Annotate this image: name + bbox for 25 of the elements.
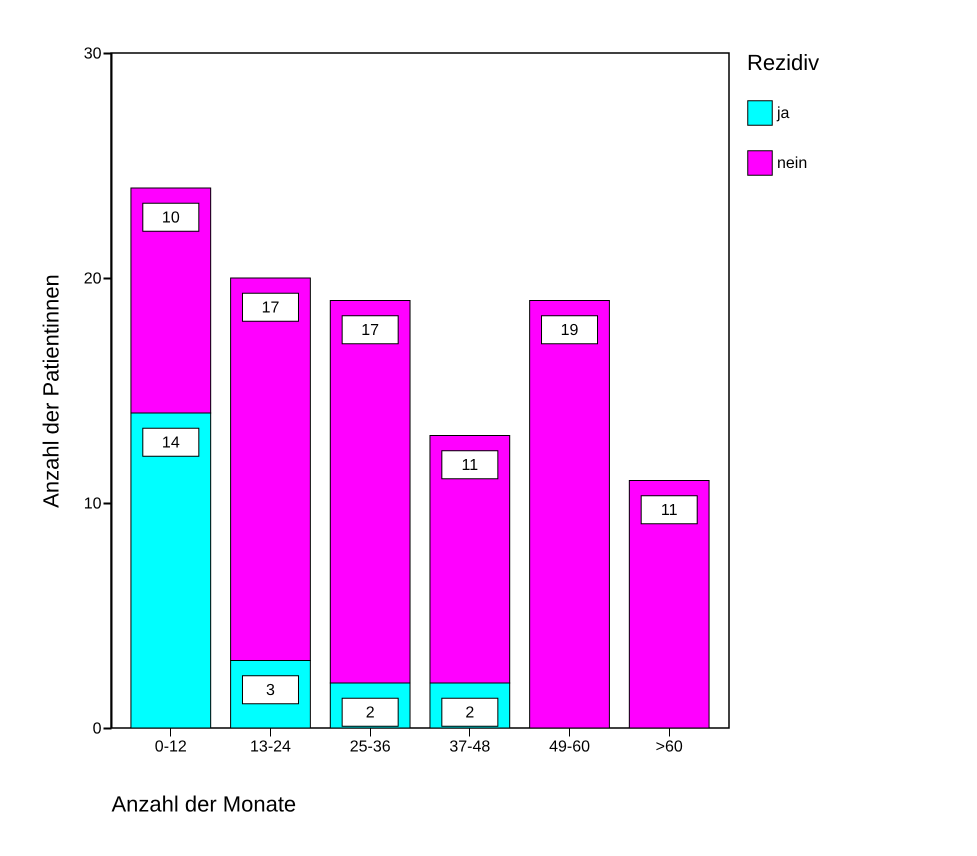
y-tick-label: 0	[92, 720, 102, 738]
data-label: 10	[162, 209, 180, 226]
y-tick-label: 20	[84, 270, 102, 288]
y-axis-title: Anzahl der Patientinnen	[38, 274, 64, 508]
y-tick-label: 30	[84, 46, 102, 62]
x-axis-title: Anzahl der Monate	[112, 792, 296, 816]
legend-label: ja	[776, 105, 790, 122]
legend-title: Rezidiv	[747, 50, 820, 75]
data-label: 19	[560, 322, 579, 339]
data-label: 2	[366, 704, 375, 722]
x-tick-label: 37-48	[449, 738, 490, 756]
data-label: 14	[162, 434, 180, 452]
data-label: 3	[266, 682, 276, 699]
x-tick-label: >60	[656, 738, 683, 756]
x-tick-label: 25-36	[350, 738, 391, 756]
x-tick-label: 13-24	[250, 738, 292, 756]
y-tick-label: 10	[84, 496, 102, 512]
x-tick-label: 49-60	[549, 738, 590, 756]
x-tick-label: 0-12	[154, 738, 187, 756]
data-label: 2	[465, 704, 474, 722]
data-label: 11	[660, 502, 678, 519]
data-label: 11	[462, 456, 478, 474]
data-label: 17	[262, 299, 280, 316]
data-label: 17	[361, 322, 380, 339]
legend-label: nein	[777, 155, 808, 172]
